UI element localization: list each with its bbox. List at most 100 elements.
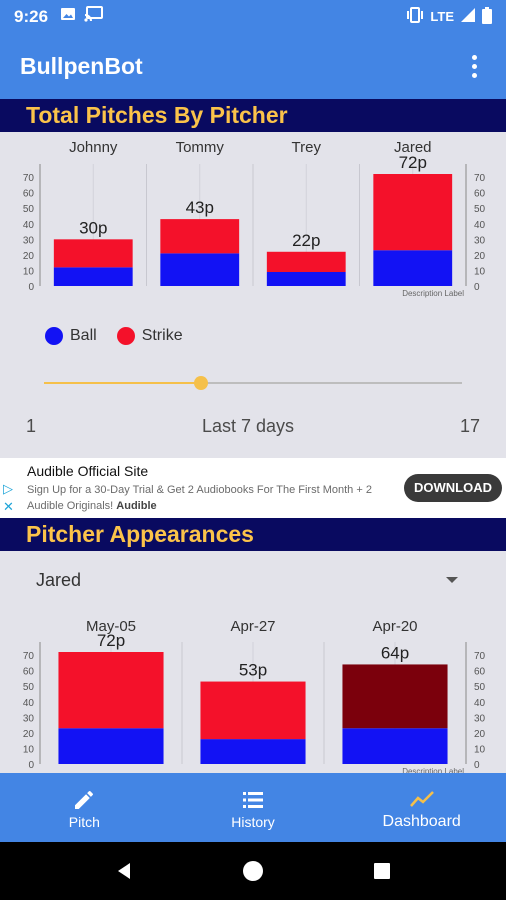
y-tick-label-right: 20 bbox=[474, 729, 486, 740]
ad-banner[interactable]: Audible Official Site Sign Up for a 30-D… bbox=[0, 458, 506, 518]
more-vert-icon[interactable] bbox=[462, 46, 486, 86]
category-label: Jared bbox=[394, 139, 432, 156]
status-bar: 9:26 LTE bbox=[0, 0, 506, 33]
app-title: BullpenBot bbox=[20, 52, 143, 79]
pitcher-appearances-chart: 0 0 10 10 20 20 30 30 40 40 50 50 60 60 70 70 May-05 Apr-… bbox=[0, 612, 506, 773]
days-slider[interactable] bbox=[44, 373, 462, 393]
status-time: 9:26 bbox=[14, 6, 49, 26]
y-tick-label-left: 70 bbox=[23, 173, 35, 184]
close-icon[interactable]: ✕ bbox=[3, 499, 14, 514]
y-tick-label-left: 20 bbox=[23, 251, 35, 262]
y-tick-label-left: 10 bbox=[23, 266, 35, 277]
cast-icon bbox=[84, 6, 104, 27]
pitcher-appearances-chart-svg: 0 0 10 10 20 20 30 30 40 40 50 50 60 60 70 70 May-05 Apr-… bbox=[23, 618, 486, 773]
y-tick-label-left: 40 bbox=[23, 698, 35, 709]
nav-label-history: History bbox=[231, 813, 275, 830]
nav-item-pitch[interactable]: Pitch bbox=[0, 773, 169, 842]
bottom-navigation: Pitch History Dashboard bbox=[0, 773, 506, 842]
ad-title[interactable]: Audible Official Site bbox=[27, 463, 149, 479]
bar-total-label: 72p bbox=[97, 631, 125, 650]
bar-total-label: 53p bbox=[239, 661, 267, 680]
nav-label-pitch: Pitch bbox=[68, 813, 100, 830]
bar-segment-ball bbox=[160, 253, 240, 286]
y-tick-label-left: 50 bbox=[23, 204, 35, 215]
ad-download-button[interactable]: DOWNLOAD bbox=[404, 474, 502, 502]
ad-choices-icon[interactable]: ▷ bbox=[3, 481, 13, 496]
legend-label-strike: Strike bbox=[141, 327, 183, 344]
bar-segment-ball bbox=[200, 739, 306, 764]
y-tick-label-left: 40 bbox=[23, 220, 35, 231]
y-tick-label-right: 60 bbox=[474, 667, 486, 678]
y-tick-label-right: 30 bbox=[474, 235, 486, 246]
total-pitches-chart-svg: 0 0 10 10 20 20 30 30 40 40 50 50 60 60 70 70 Johnny Tomm… bbox=[23, 139, 486, 298]
chart-legend: Ball Strike bbox=[45, 327, 193, 345]
system-navigation-bar bbox=[0, 842, 506, 900]
slider-value-label: Last 7 days bbox=[201, 416, 295, 436]
legend-label-ball: Ball bbox=[70, 327, 97, 344]
back-icon[interactable] bbox=[104, 851, 144, 891]
bar-total-label: 30p bbox=[79, 218, 107, 237]
ad-description: Sign Up for a 30-Day Trial & Get 2 Audio… bbox=[27, 482, 409, 514]
bar-total-label: 22p bbox=[292, 231, 320, 250]
bar-segment-strike bbox=[342, 664, 448, 729]
slider-min-label: 1 bbox=[26, 416, 37, 436]
slider-range-row: 1 Last 7 days 17 bbox=[26, 416, 480, 437]
slider-fill bbox=[44, 382, 201, 384]
selected-pitcher: Jared bbox=[36, 570, 82, 590]
y-tick-label-left: 0 bbox=[28, 760, 34, 771]
legend-dot-strike bbox=[116, 327, 135, 345]
bar-segment-strike bbox=[266, 251, 346, 272]
category-label: May-05 bbox=[86, 618, 136, 635]
nav-item-history[interactable]: History bbox=[169, 773, 338, 842]
y-tick-label-right: 20 bbox=[474, 251, 486, 262]
y-tick-label-right: 10 bbox=[474, 744, 486, 755]
y-tick-label-right: 50 bbox=[474, 682, 486, 693]
legend-dot-ball bbox=[45, 327, 63, 345]
total-pitches-chart: 0 0 10 10 20 20 30 30 40 40 50 50 60 60 70 70 Johnny Tomm… bbox=[0, 132, 506, 300]
y-tick-label-right: 40 bbox=[474, 698, 486, 709]
category-label: Trey bbox=[292, 139, 322, 156]
y-tick-label-left: 30 bbox=[23, 713, 35, 724]
chart-description-label: Description Label bbox=[402, 767, 464, 773]
battery-icon bbox=[482, 6, 492, 27]
bar-segment-strike bbox=[160, 219, 240, 254]
y-tick-label-left: 60 bbox=[23, 189, 35, 200]
image-icon bbox=[60, 6, 76, 27]
vibrate-icon bbox=[406, 7, 424, 26]
slider-track bbox=[44, 382, 462, 384]
arrow-drop-down-icon bbox=[446, 577, 458, 583]
bar-segment-ball bbox=[53, 267, 133, 286]
bar-total-label: 43p bbox=[186, 198, 214, 217]
recents-icon[interactable] bbox=[362, 851, 402, 891]
app-bar: BullpenBot bbox=[0, 33, 506, 99]
category-label: Tommy bbox=[176, 139, 225, 156]
home-icon[interactable] bbox=[233, 851, 273, 891]
bar-segment-strike bbox=[200, 681, 306, 740]
slider-max-label: 17 bbox=[459, 416, 480, 436]
category-label: Apr-27 bbox=[230, 618, 275, 635]
y-tick-label-left: 30 bbox=[23, 235, 35, 246]
category-label: Johnny bbox=[69, 139, 118, 156]
legend-item-strike: Strike bbox=[116, 327, 183, 345]
bar-segment-ball bbox=[58, 728, 164, 764]
category-label: Apr-20 bbox=[372, 618, 417, 635]
y-tick-label-right: 40 bbox=[474, 220, 486, 231]
bar-segment-ball bbox=[373, 250, 453, 286]
chart-description-label: Description Label bbox=[402, 289, 464, 298]
y-tick-label-right: 70 bbox=[474, 651, 486, 662]
network-label: LTE bbox=[430, 9, 454, 24]
ad-advertiser: Audible bbox=[116, 500, 157, 512]
slider-thumb[interactable] bbox=[193, 376, 208, 390]
pitcher-dropdown[interactable]: Jared bbox=[0, 558, 506, 602]
y-tick-label-right: 50 bbox=[474, 204, 486, 215]
bar-total-label: 72p bbox=[399, 153, 427, 172]
bar-segment-strike bbox=[373, 174, 453, 251]
y-tick-label-right: 10 bbox=[474, 266, 486, 277]
ad-description-text: Sign Up for a 30-Day Trial & Get 2 Audio… bbox=[27, 484, 372, 512]
pitcher-appearances-header: Pitcher Appearances bbox=[0, 518, 506, 551]
bar-segment-ball bbox=[342, 728, 448, 764]
y-tick-label-left: 70 bbox=[23, 651, 35, 662]
nav-item-dashboard[interactable]: Dashboard bbox=[337, 773, 506, 842]
y-tick-label-right: 0 bbox=[474, 282, 480, 293]
bar-segment-strike bbox=[58, 652, 164, 729]
